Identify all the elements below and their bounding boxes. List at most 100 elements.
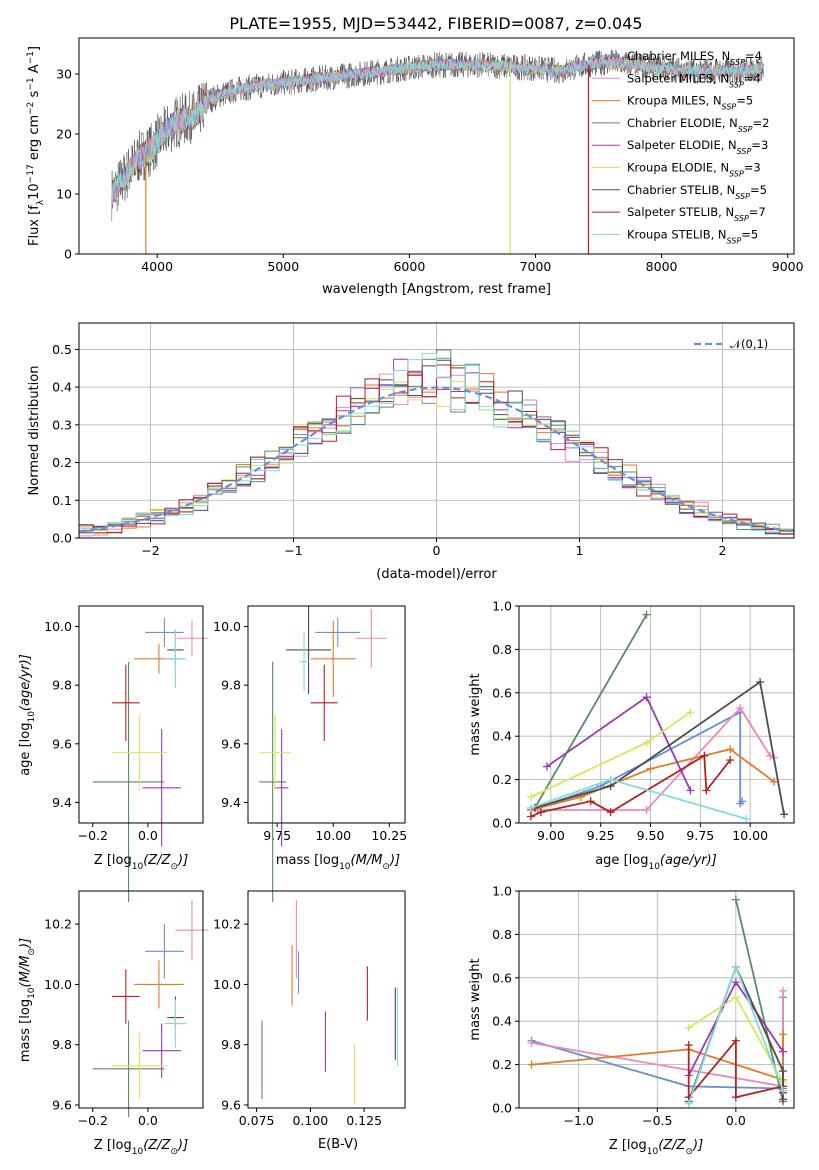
- weight_vs_age-panel: 9.00 9.25 9.50 9.75 10.00 0.0 0.2 0.4 0.6 0.8 1.0 m…: [468, 599, 795, 872]
- y-tick-label: 10.0: [44, 977, 72, 992]
- x-tick-label: −1.0: [564, 1113, 594, 1128]
- x-tick-label: 9.50: [637, 828, 665, 843]
- y-axis-label: Flux [fλ10−17 erg cm−2 s−1 A−1]: [26, 46, 46, 246]
- legend-entry: Kroupa ELODIE, NSSP=3: [627, 161, 761, 179]
- axes-frame: [78, 322, 795, 539]
- x-tick-label: 0.100: [292, 1113, 328, 1128]
- y-tick-label: 0.6: [492, 970, 512, 985]
- mass_vs_Z-panel: −0.2 0.0 9.6 9.8 10.0 10.2 Z [log10(Z/Z⊙)] mass…: [18, 890, 209, 1157]
- y-axis-label: mass [log10(M/M⊙)]: [18, 938, 37, 1062]
- y-tick-label: 0.4: [492, 1014, 512, 1029]
- x-tick-label: −2: [141, 543, 159, 558]
- legend-entry: 𝒩(0,1): [730, 337, 768, 351]
- x-axis-label: mass [log10(M/M⊙)]: [276, 853, 400, 872]
- y-tick-label: 0.6: [492, 685, 512, 700]
- y-tick-label: 0.3: [52, 417, 72, 432]
- y-tick-label: 9.8: [52, 1037, 72, 1052]
- y-axis-label: mass weight: [468, 673, 483, 755]
- x-axis-label: E(B-V): [318, 1137, 358, 1152]
- age_vs_Z-panel: −0.2 0.0 9.4 9.6 9.8 10.0 Z [log10(Z/Z⊙)] age […: [18, 605, 209, 903]
- x-tick-label: 0.075: [239, 1113, 275, 1128]
- y-tick-label: 0.2: [492, 1057, 512, 1072]
- hist-step: [79, 352, 794, 534]
- y-tick-label: 0.8: [492, 642, 512, 657]
- legend-entry: Salpeter MILES, NSSP=4: [627, 71, 761, 89]
- x-axis-label: Z [log10(Z/Z⊙)]: [94, 1138, 188, 1157]
- x-tick-label: 1: [576, 543, 584, 558]
- y-tick-label: 10: [56, 187, 72, 202]
- legend-entry: Kroupa MILES, NSSP=5: [627, 94, 753, 112]
- y-tick-label: 9.8: [221, 1037, 241, 1052]
- spectrum-line: [111, 56, 765, 201]
- x-tick-label: −1: [284, 543, 302, 558]
- x-tick-label: −0.2: [78, 1113, 108, 1128]
- y-tick-label: 10.0: [213, 977, 241, 992]
- legend-entry: Kroupa STELIB, NSSP=5: [627, 227, 758, 245]
- y-tick-label: 30: [56, 67, 72, 82]
- x-tick-label: 0.125: [346, 1113, 382, 1128]
- y-tick-label: 9.6: [52, 736, 72, 751]
- x-tick-label: −0.5: [642, 1113, 672, 1128]
- x-axis-label: Z [log10(Z/Z⊙)]: [94, 853, 188, 872]
- y-tick-label: 0: [64, 247, 72, 262]
- mass_vs_ebv-panel: 0.075 0.100 0.125 9.6 9.8 10.0 10.2 E(B-V): [213, 890, 406, 1152]
- normal-curve: [79, 386, 794, 533]
- y-tick-label: 9.4: [52, 795, 72, 810]
- x-tick-label: 6000: [393, 259, 425, 274]
- y-tick-label: 1.0: [492, 599, 512, 614]
- series-line: [534, 680, 785, 815]
- x-axis-label: (data-model)/error: [376, 567, 497, 582]
- x-tick-label: 2: [719, 543, 727, 558]
- y-tick-label: 0.4: [52, 380, 72, 395]
- y-tick-label: 0.0: [52, 531, 72, 546]
- x-tick-label: 7000: [520, 259, 552, 274]
- x-tick-label: 4000: [141, 259, 173, 274]
- y-tick-label: 9.4: [221, 795, 241, 810]
- legend-entry: Chabrier STELIB, NSSP=5: [627, 183, 767, 201]
- legend-entry: Chabrier ELODIE, NSSP=2: [627, 116, 769, 133]
- x-tick-label: 8000: [646, 259, 678, 274]
- y-tick-label: 10.2: [213, 917, 241, 932]
- axes-frame: [78, 37, 795, 255]
- x-axis-label: wavelength [Angstrom, rest frame]: [322, 282, 551, 297]
- y-tick-label: 0.2: [492, 772, 512, 787]
- spectrum-panel: 4000 5000 6000 7000 8000 9000 0 10 20 30 wavelengt…: [26, 37, 804, 297]
- axes-frame: [247, 890, 406, 1109]
- x-axis-label: age [log10(age/yr)]: [595, 853, 717, 872]
- y-tick-label: 0.2: [52, 455, 72, 470]
- legend-entry: Salpeter ELODIE, NSSP=3: [627, 138, 768, 156]
- hist-lines: [79, 349, 794, 537]
- y-tick-label: 0.0: [492, 1101, 512, 1116]
- y-tick-label: 10.2: [44, 917, 72, 932]
- y-tick-label: 0.8: [492, 927, 512, 942]
- y-tick-label: 0.0: [492, 816, 512, 831]
- axes-frame: [78, 890, 204, 1109]
- axes-layer: 4000 5000 6000 7000 8000 90000102030wavelengt…: [18, 37, 804, 1157]
- axes-frame: [518, 890, 795, 1109]
- x-tick-label: 10.00: [732, 828, 768, 843]
- series-line: [534, 614, 648, 809]
- axes-frame: [247, 605, 406, 824]
- axes-frame: [518, 605, 795, 824]
- age_vs_mass-panel: 9.75 10.00 10.25 9.4 9.6 9.8 10.0 mass [log10(M…: [213, 605, 407, 903]
- legend-entry: Salpeter STELIB, NSSP=7: [627, 205, 766, 223]
- hist-step: [79, 380, 794, 534]
- y-tick-label: 20: [56, 127, 72, 142]
- x-tick-label: 0.0: [138, 828, 158, 843]
- x-tick-label: 9.25: [587, 828, 615, 843]
- x-tick-label: 5000: [267, 259, 299, 274]
- figure-title: PLATE=1955, MJD=53442, FIBERID=0087, z=0…: [229, 14, 642, 33]
- weight_vs_Z-panel: −1.0 −0.5 0.0 0.0 0.2 0.4 0.6 0.8 1.0 mass weight…: [468, 884, 795, 1157]
- y-tick-label: 1.0: [492, 884, 512, 899]
- spectrum-lines: [111, 49, 765, 254]
- y-tick-label: 0.5: [52, 342, 72, 357]
- y-tick-label: 0.1: [52, 493, 72, 508]
- x-tick-label: 9.75: [263, 828, 291, 843]
- y-axis-label: Normed distribution: [27, 366, 42, 496]
- y-tick-label: 9.6: [221, 1097, 241, 1112]
- legend-entry: Chabrier MILES, NSSP=4: [627, 49, 762, 67]
- x-axis-label: Z [log10(Z/Z⊙)]: [609, 1138, 703, 1157]
- y-tick-label: 0.4: [492, 729, 512, 744]
- x-tick-label: 9.00: [537, 828, 565, 843]
- x-tick-label: 0: [433, 543, 441, 558]
